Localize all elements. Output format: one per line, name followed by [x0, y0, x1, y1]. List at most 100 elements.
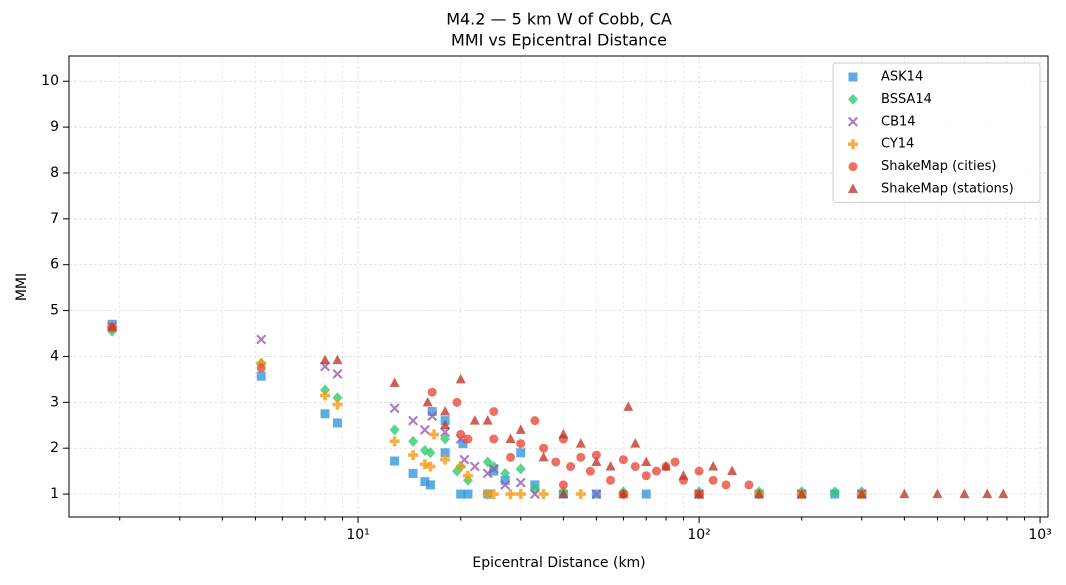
marker-x	[427, 411, 438, 422]
marker-circle	[256, 363, 266, 373]
marker-circle	[651, 466, 661, 476]
marker-plus	[320, 390, 331, 401]
legend-marker	[848, 93, 858, 105]
marker-triangle	[455, 373, 466, 384]
marker-plus	[538, 489, 549, 500]
marker-triangle	[727, 465, 738, 476]
marker-square	[456, 489, 466, 499]
y-tick-label: 3	[50, 394, 59, 410]
marker-triangle	[422, 396, 433, 407]
legend-label: CB14	[881, 114, 916, 129]
marker-circle	[618, 455, 628, 465]
marker-circle	[641, 471, 651, 481]
x-tick-label: 10²	[687, 527, 710, 543]
marker-circle	[744, 480, 754, 490]
marker-triangle	[440, 419, 451, 430]
marker-circle	[456, 429, 466, 439]
y-tick-label: 2	[50, 440, 59, 456]
marker-square	[332, 418, 342, 428]
marker-square	[463, 489, 473, 499]
y-tick-label: 1	[50, 486, 59, 502]
series	[107, 321, 1009, 499]
marker-triangle	[982, 488, 993, 499]
marker-triangle	[320, 354, 331, 365]
marker-circle	[551, 457, 561, 467]
marker-circle	[489, 406, 499, 416]
legend-label: CY14	[881, 137, 914, 152]
marker-circle	[558, 480, 568, 490]
marker-triangle	[575, 438, 586, 448]
marker-circle	[630, 462, 640, 472]
marker-plus	[389, 436, 400, 447]
y-tick-label: 8	[50, 165, 59, 181]
marker-triangle	[856, 488, 867, 499]
marker-plus	[462, 470, 473, 481]
marker-circle	[530, 416, 540, 426]
y-tick-label: 9	[50, 119, 59, 135]
chart-subtitle: MMI vs Epicentral Distance	[451, 31, 667, 50]
marker-circle	[694, 466, 704, 476]
marker-plus	[419, 459, 430, 470]
legend-box	[832, 62, 1041, 203]
marker-square	[500, 475, 510, 485]
marker-triangle	[998, 488, 1009, 499]
marker-diamond	[425, 447, 436, 459]
marker-circle	[591, 450, 601, 460]
marker-triangle	[618, 488, 629, 499]
marker-circle	[576, 452, 586, 462]
marker-triangle	[708, 461, 719, 471]
legend-marker	[848, 183, 858, 193]
marker-x	[332, 368, 343, 379]
legend-marker	[848, 162, 858, 172]
marker-square	[256, 371, 266, 381]
marker-plus	[332, 399, 343, 410]
x-tick-label: 10¹	[346, 527, 369, 543]
plot-frame	[68, 55, 1049, 518]
marker-plus	[455, 461, 466, 472]
x-tick-label: 10³	[1028, 527, 1051, 543]
marker-square	[320, 409, 330, 419]
marker-square	[516, 448, 526, 458]
marker-x	[500, 479, 511, 490]
marker-plus	[440, 454, 451, 465]
marker-triangle	[558, 488, 569, 499]
marker-triangle	[538, 451, 549, 462]
marker-square	[458, 439, 468, 449]
marker-triangle	[661, 461, 672, 471]
marker-plus	[505, 489, 516, 500]
marker-plus	[488, 489, 499, 500]
chart-title: M4.2 — 5 km W of Cobb, CA	[446, 10, 672, 29]
marker-triangle	[932, 488, 943, 499]
marker-triangle	[558, 428, 569, 439]
legend-label: ShakeMap (cities)	[881, 159, 996, 174]
marker-circle	[452, 397, 462, 407]
x-axis-label: Epicentral Distance (km)	[472, 555, 645, 571]
marker-circle	[489, 434, 499, 444]
marker-triangle	[515, 424, 526, 434]
marker-plus	[256, 358, 267, 369]
marker-circle	[539, 443, 549, 453]
legend-label: ASK14	[881, 70, 923, 85]
marker-square	[427, 406, 437, 416]
marker-x	[419, 424, 430, 435]
marker-plus	[425, 461, 436, 472]
legend-marker	[848, 72, 858, 82]
marker-circle	[585, 466, 595, 476]
y-tick-label: 5	[50, 303, 59, 319]
marker-plus	[408, 450, 419, 461]
marker-circle	[427, 387, 437, 397]
marker-plus	[575, 489, 586, 500]
marker-circle	[463, 434, 473, 444]
marker-circle	[721, 480, 731, 490]
marker-triangle	[754, 488, 765, 499]
marker-circle	[708, 475, 718, 485]
y-tick-label: 10	[41, 73, 59, 89]
marker-diamond	[320, 384, 331, 396]
marker-triangle	[482, 415, 493, 425]
marker-diamond	[408, 435, 419, 447]
marker-triangle	[591, 456, 602, 466]
marker-diamond	[829, 486, 840, 498]
y-tick-label: 4	[50, 348, 59, 364]
marker-diamond	[332, 392, 343, 404]
